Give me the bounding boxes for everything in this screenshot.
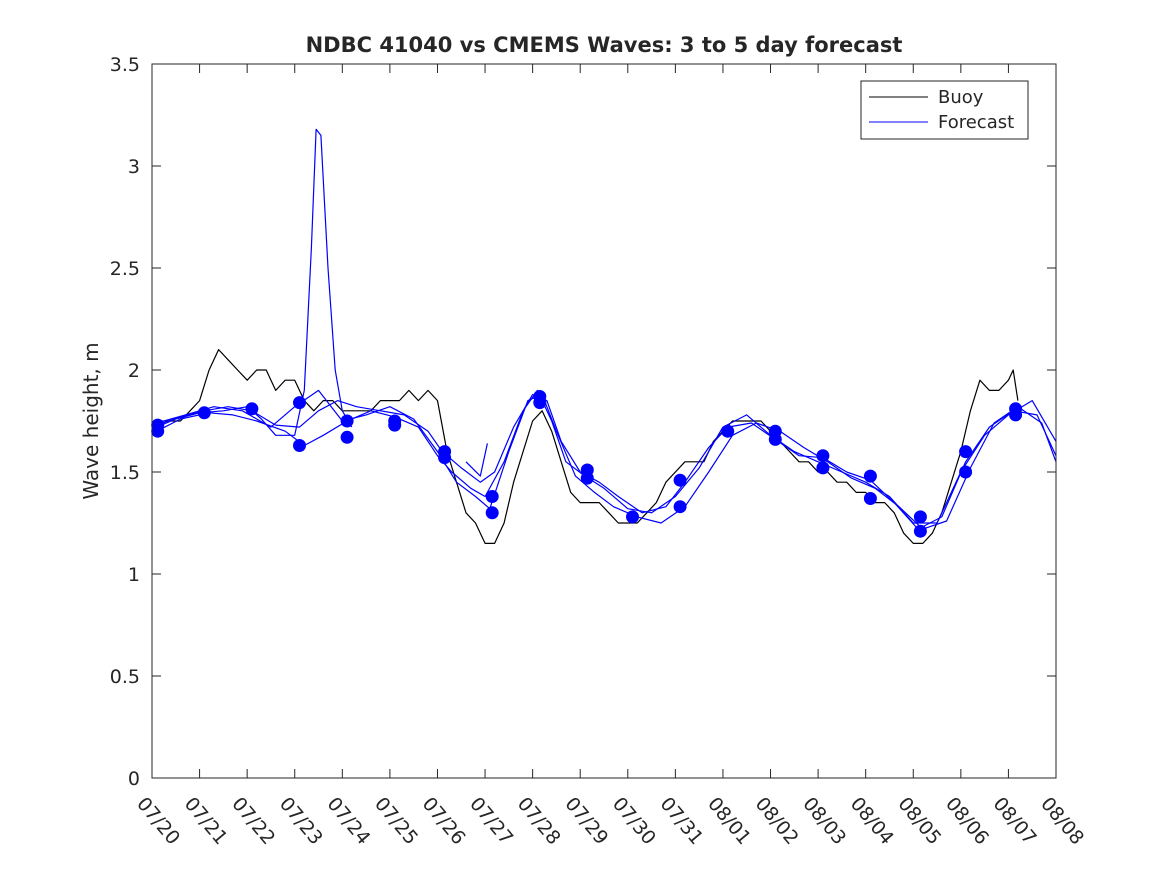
forecast-marker-15 [533,390,547,403]
forecast-marker-18 [626,510,639,524]
forecast-marker-29 [913,510,927,524]
y-tick-label-0: 0 [128,768,140,790]
forecast-series-line-1 [156,128,353,436]
forecast-marker-6 [340,430,354,444]
forecast-marker-27 [863,469,877,483]
axes-box [151,63,1057,779]
legend-label-buoy: Buoy [938,87,984,108]
forecast-marker-33 [1009,402,1023,416]
forecast-marker-7 [340,414,354,428]
y-tick-label-7: 3.5 [110,54,140,76]
forecast-marker-1 [151,418,165,432]
forecast-marker-24 [816,461,830,475]
forecast-marker-28 [913,524,927,538]
legend-label-forecast: Forecast [938,112,1014,133]
forecast-marker-9 [388,414,402,428]
buoy-series-line [151,349,1019,544]
forecast-marker-2 [197,406,211,420]
forecast-marker-13 [485,490,499,503]
y-tick-label-1: 0.5 [110,666,140,688]
legend-box [860,80,1029,140]
legend: Buoy Forecast [860,80,1029,140]
forecast-marker-5 [293,396,306,410]
forecast-marker-17 [580,463,594,477]
forecast-marker-26 [863,492,877,505]
plot-area [152,64,1056,778]
forecast-marker-30 [959,465,973,479]
forecast-series-line-2 [156,389,1057,524]
y-tick-label-5: 2.5 [110,258,140,280]
forecast-marker-21 [721,424,735,438]
y-tick-label-2: 1 [128,564,140,586]
forecast-marker-3 [245,402,259,416]
y-tick-label-6: 3 [128,156,140,178]
series-layer [151,128,1057,544]
forecast-series-line-5 [465,443,488,477]
y-axis-label: Wave height, m [79,342,103,499]
marker-layer [151,390,1023,538]
forecast-marker-31 [959,445,973,459]
chart-title: NDBC 41040 vs CMEMS Waves: 3 to 5 day fo… [306,33,903,57]
forecast-marker-12 [485,506,499,520]
y-tick-label-3: 1.5 [110,462,140,484]
forecast-marker-25 [816,449,830,463]
forecast-marker-11 [438,445,452,459]
y-tick-label-4: 2 [128,360,140,382]
forecast-marker-19 [673,500,687,514]
forecast-marker-4 [293,439,306,452]
forecast-marker-20 [673,473,687,487]
forecast-series-line-4 [156,389,1057,530]
forecast-marker-23 [768,424,782,438]
